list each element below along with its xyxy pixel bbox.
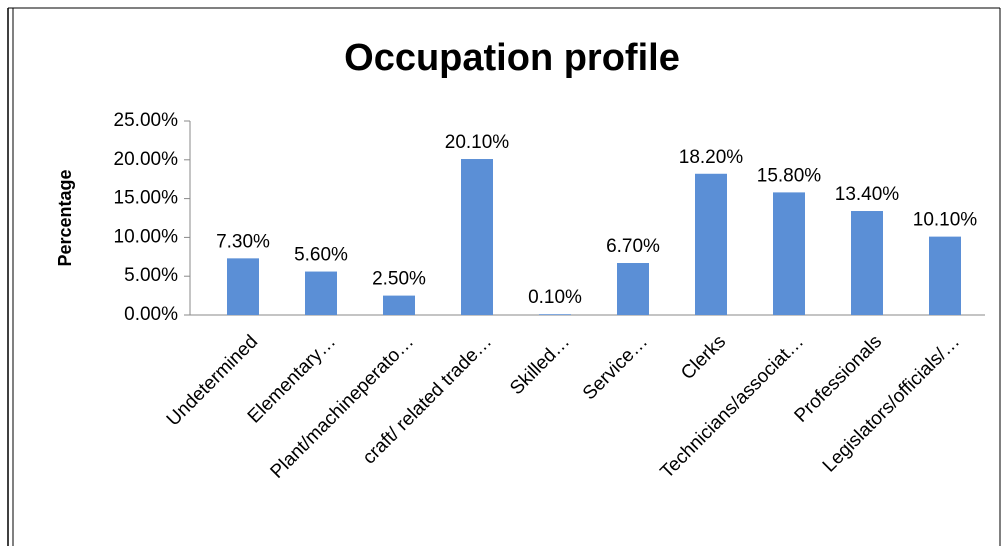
value-label: 20.10% xyxy=(445,132,510,153)
bar xyxy=(617,263,649,315)
value-label: 2.50% xyxy=(372,269,426,290)
bar xyxy=(383,295,415,315)
bar xyxy=(305,271,337,315)
value-label: 18.20% xyxy=(679,147,744,168)
value-label: 15.80% xyxy=(757,165,822,186)
value-label: 0.10% xyxy=(528,287,582,308)
bar xyxy=(929,236,961,315)
y-axis-label: Percentage xyxy=(55,169,75,266)
bar xyxy=(461,159,493,315)
value-label: 7.30% xyxy=(216,231,270,252)
bar xyxy=(773,192,805,315)
bar xyxy=(227,258,259,315)
value-label: 13.40% xyxy=(835,184,900,205)
value-label: 10.10% xyxy=(913,210,978,231)
y-tick-label: 25.00% xyxy=(114,110,179,131)
value-label: 6.70% xyxy=(606,236,660,257)
bar xyxy=(539,314,571,315)
y-tick-label: 15.00% xyxy=(114,188,179,209)
y-tick-label: 20.00% xyxy=(114,149,179,170)
chart-title: Occupation profile xyxy=(344,37,680,79)
y-tick-label: 10.00% xyxy=(114,226,179,247)
bar xyxy=(851,211,883,315)
value-label: 5.60% xyxy=(294,245,348,266)
bar xyxy=(695,173,727,315)
y-tick-label: 5.00% xyxy=(124,265,178,286)
y-tick-label: 0.00% xyxy=(124,304,178,325)
